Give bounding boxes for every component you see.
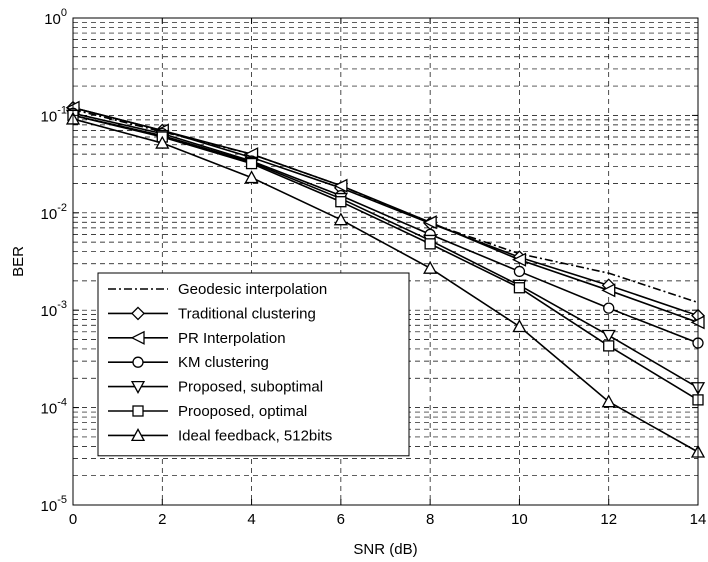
- legend: Geodesic interpolation Traditional cluste…: [97, 272, 410, 457]
- series-line: [72, 118, 699, 453]
- marker-diamond: [131, 306, 145, 321]
- legend-entry: Ideal feedback, 512bits: [108, 427, 332, 444]
- legend-box: [97, 272, 410, 457]
- marker-triangle-up: [423, 260, 438, 274]
- y-tick-label: 10-2: [41, 202, 67, 223]
- marker-circle: [603, 302, 615, 314]
- marker-circle: [513, 265, 526, 278]
- marker-square: [335, 196, 347, 208]
- y-tick-label: 10-5: [41, 494, 67, 515]
- series-line: [72, 114, 699, 401]
- marker-circle: [132, 356, 144, 368]
- marker-triangle-down: [130, 380, 146, 394]
- legend-label: Geodesic interpolation: [178, 281, 327, 298]
- x-axis-label: SNR (dB): [353, 541, 417, 558]
- x-tick-label: 0: [69, 511, 77, 528]
- marker-triangle-down: [601, 329, 616, 343]
- legend-label: Ideal feedback, 512bits: [178, 427, 332, 444]
- y-tick-label: 10-1: [41, 104, 67, 125]
- marker-triangle-up: [130, 428, 146, 442]
- x-tick-label: 4: [247, 511, 255, 528]
- marker-triangle-left: [130, 330, 145, 345]
- marker-square: [245, 157, 258, 170]
- y-axis-label: BER: [10, 246, 27, 277]
- legend-label: Proposed, suboptimal: [178, 379, 323, 396]
- series-line: [72, 106, 699, 324]
- marker-square: [513, 282, 526, 294]
- legend-label: Prooposed, optimal: [178, 403, 307, 420]
- marker-triangle-left: [422, 215, 437, 230]
- marker-triangle-left: [333, 178, 348, 193]
- series-line: [72, 112, 699, 344]
- marker-triangle-up: [155, 135, 170, 149]
- marker-triangle-up: [512, 319, 527, 333]
- x-tick-label: 8: [426, 511, 434, 528]
- series-line: [72, 114, 699, 389]
- x-tick-label: 12: [600, 511, 617, 528]
- y-tick-label: 100: [44, 7, 67, 28]
- y-tick-label: 10-3: [41, 299, 67, 320]
- legend-label: Traditional clustering: [178, 305, 316, 322]
- marker-square: [603, 340, 615, 352]
- legend-entry: Traditional clustering: [108, 305, 316, 322]
- legend-entry: PR Interpolation: [108, 330, 286, 347]
- marker-triangle-left: [601, 283, 616, 298]
- legend-entry: Proposed, suboptimal: [108, 379, 323, 396]
- plot-frame: [72, 17, 699, 506]
- legend-entry: KM clustering: [108, 354, 269, 371]
- x-tick-label: 14: [690, 511, 707, 528]
- x-tick-label: 10: [511, 511, 528, 528]
- marker-triangle-up: [333, 212, 348, 226]
- legend-label: KM clustering: [178, 354, 269, 371]
- legend-label: PR Interpolation: [178, 330, 286, 347]
- x-tick-label: 6: [337, 511, 345, 528]
- y-tick-label: 10-4: [41, 397, 67, 418]
- x-tick-label: 2: [158, 511, 166, 528]
- legend-entry: Geodesic interpolation: [108, 281, 327, 298]
- marker-square: [132, 405, 144, 417]
- marker-square: [424, 238, 436, 250]
- marker-triangle-up: [244, 170, 259, 184]
- marker-triangle-up: [601, 394, 616, 408]
- marker-triangle-left: [511, 252, 527, 267]
- legend-entry: Prooposed, optimal: [108, 403, 307, 420]
